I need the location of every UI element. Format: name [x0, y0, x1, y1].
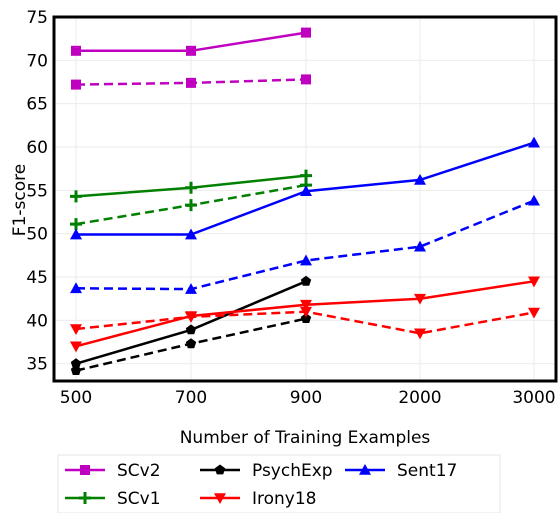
legend-frame: [57, 454, 501, 513]
legend-label: SCv1: [117, 489, 161, 509]
data-point: [185, 228, 197, 240]
x-tick-label: 3000: [512, 388, 555, 408]
data-point: [414, 173, 426, 185]
y-tick-label: 60: [26, 138, 48, 158]
data-point: [300, 306, 312, 318]
series-sent17-solid: [70, 136, 540, 240]
legend-marker: [79, 492, 91, 504]
data-point: [70, 282, 82, 294]
legend-label: Irony18: [252, 489, 317, 509]
data-point: [185, 199, 197, 212]
legend-label: SCv2: [117, 461, 161, 481]
y-axis-title: F1-score: [10, 164, 30, 236]
x-tick-label: 2000: [398, 388, 441, 408]
legend: SCv2 SCv1 PsychExp Irony18 Sent17: [57, 454, 501, 513]
y-tick-label: 45: [26, 268, 48, 288]
series-irony18-dashed: [70, 306, 540, 340]
y-tick-label: 55: [26, 181, 48, 201]
data-point: [185, 324, 197, 335]
data-point: [185, 338, 197, 349]
data-point: [528, 276, 540, 288]
series-line: [75, 199, 535, 291]
series-sent17-dashed: [70, 194, 540, 294]
x-tick-label: 500: [60, 388, 92, 408]
series-psychexp-solid: [70, 275, 312, 369]
data-point: [70, 324, 82, 335]
data-point: [301, 74, 311, 85]
data-point: [185, 283, 197, 294]
y-tick-label: 50: [26, 225, 48, 245]
series-layer: [70, 27, 540, 375]
y-tick-label: 70: [26, 51, 48, 71]
data-point: [528, 307, 540, 319]
legend-item-scv2: SCv2: [65, 461, 161, 481]
data-point: [70, 228, 82, 240]
data-point: [414, 293, 426, 305]
data-point: [70, 365, 82, 375]
legend-marker: [214, 493, 226, 504]
y-tick-label: 40: [26, 311, 48, 331]
x-tick-label: 700: [175, 388, 207, 408]
legend-label: Sent17: [397, 461, 457, 481]
series-scv2-dashed: [71, 74, 311, 90]
legend-item-sent17: Sent17: [345, 461, 457, 481]
y-tick-label: 75: [26, 8, 48, 28]
grid: [54, 16, 556, 381]
data-point: [70, 341, 82, 353]
data-point: [300, 275, 312, 286]
x-tick-label: 900: [290, 388, 322, 408]
data-point: [300, 185, 312, 196]
data-point: [185, 181, 197, 194]
data-point: [300, 299, 312, 311]
data-point: [185, 312, 197, 323]
data-point: [70, 218, 82, 231]
legend-item-irony18: Irony18: [200, 489, 317, 509]
series-scv2-solid: [71, 27, 311, 56]
legend-marker: [80, 465, 90, 475]
data-point: [71, 45, 81, 56]
plot-frame: [52, 15, 558, 383]
data-point: [414, 328, 426, 340]
series-psychexp-dashed: [70, 313, 312, 375]
data-point: [300, 254, 312, 266]
y-tick-label: 35: [26, 355, 48, 375]
data-point: [186, 77, 196, 88]
data-point: [71, 79, 81, 90]
data-point: [528, 136, 540, 148]
data-point: [70, 190, 82, 203]
tick-labels: 35 40 45 50 55 60 65 70 75 500 700 900 2000 3000: [26, 8, 555, 408]
legend-item-psychexp: PsychExp: [200, 461, 333, 481]
legend-marker: [359, 464, 371, 475]
legend-marker: [214, 464, 226, 475]
data-point: [186, 45, 196, 56]
data-point: [301, 27, 311, 38]
y-tick-label: 65: [26, 95, 48, 115]
data-point: [300, 313, 312, 323]
data-point: [70, 358, 82, 369]
legend-label: PsychExp: [252, 461, 333, 481]
legend-item-scv1: SCv1: [65, 489, 161, 509]
x-axis-title: Number of Training Examples: [180, 428, 431, 448]
data-point: [414, 240, 426, 252]
data-point: [528, 194, 540, 206]
